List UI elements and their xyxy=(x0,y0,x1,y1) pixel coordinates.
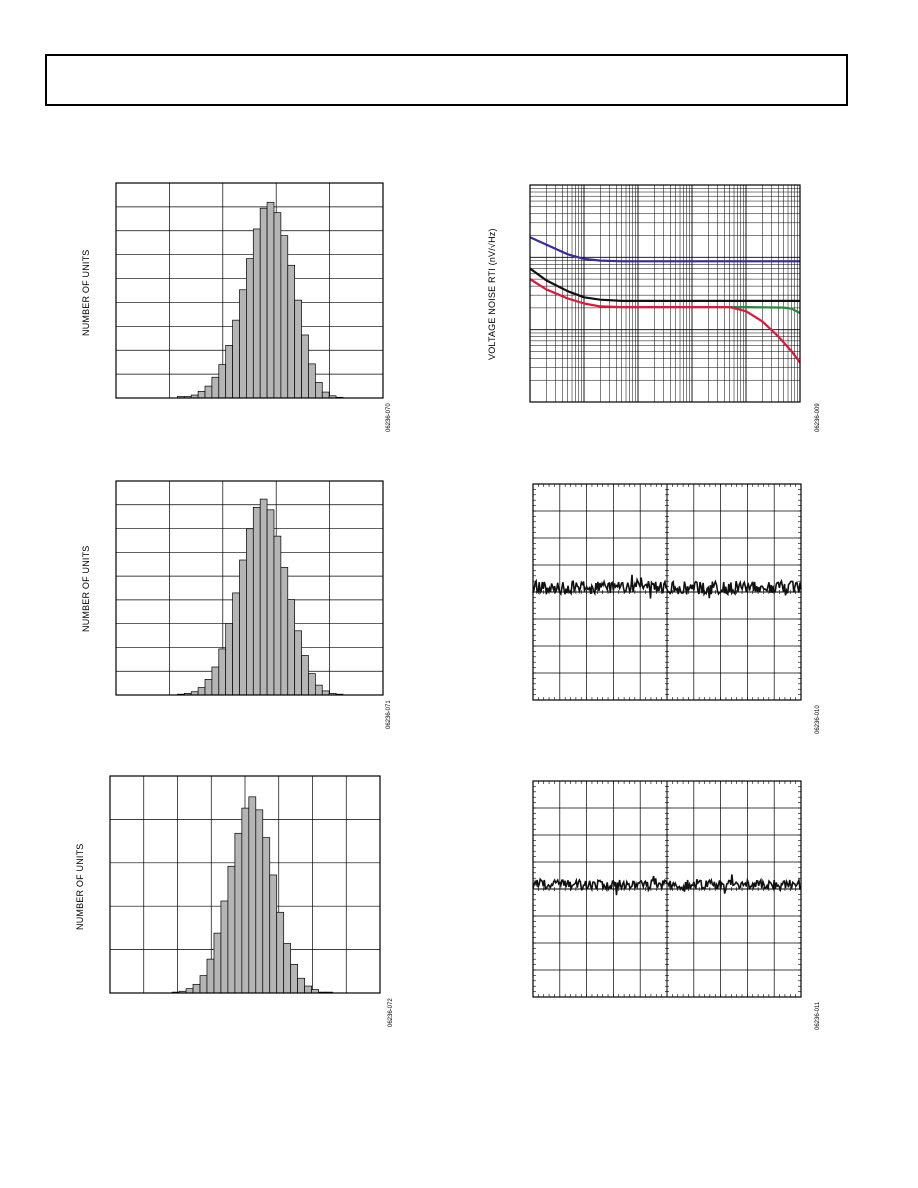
hist3-frame xyxy=(109,775,381,994)
hist1-bar-9 xyxy=(232,319,240,399)
hist1-bar-15 xyxy=(273,212,282,399)
hist2-bar-13 xyxy=(259,498,268,696)
noise-frame xyxy=(529,184,801,403)
noise-series-line-3 xyxy=(729,305,801,314)
timeplot1-figure-id: 06236-010 xyxy=(815,705,821,734)
hist2-bar-19 xyxy=(301,655,309,696)
noise-series-line-1 xyxy=(529,236,800,263)
hist3-bar-20 xyxy=(304,985,312,994)
hist1-bar-18 xyxy=(294,299,302,399)
timeplot2-noise-trace xyxy=(532,874,802,896)
timeplot2-figure-id: 06236-011 xyxy=(815,1001,821,1030)
time-domain-chart-1 xyxy=(532,483,802,701)
hist2-bar-15 xyxy=(273,535,282,696)
hist3-bar-4 xyxy=(192,983,201,994)
hist2-bar-6 xyxy=(211,666,220,696)
hist3-bar-3 xyxy=(185,988,194,994)
hist2-bar-10 xyxy=(239,559,247,696)
hist2-bar-22 xyxy=(321,690,330,696)
hist3-bar-14 xyxy=(262,837,271,994)
hist2-figure-id: 06236-071 xyxy=(386,700,392,729)
hist3-bar-7 xyxy=(213,932,222,994)
hist3-bar-15 xyxy=(269,874,278,994)
hist3-bar-12 xyxy=(248,796,257,994)
hist2-y-axis-label: NUMBER OF UNITS xyxy=(81,545,91,632)
hist2-bar-16 xyxy=(280,567,289,696)
hist3-y-axis-label: NUMBER OF UNITS xyxy=(75,843,85,930)
noise-figure-id: 06236-009 xyxy=(815,403,821,432)
page-header-box xyxy=(45,54,848,106)
hist1-bar-17 xyxy=(287,264,296,399)
hist2-bar-8 xyxy=(225,623,233,696)
hist1-bar-12 xyxy=(252,228,261,399)
hist3-bar-11 xyxy=(241,807,250,994)
hist3-bar-13 xyxy=(255,809,264,994)
hist3-bar-9 xyxy=(227,865,236,994)
hist2-bar-4 xyxy=(197,687,206,696)
histogram-chart-3 xyxy=(109,775,381,994)
hist2-frame xyxy=(115,480,384,696)
hist1-bar-20 xyxy=(308,363,316,399)
timeplot1-frame xyxy=(532,483,802,701)
hist3-bar-6 xyxy=(206,958,215,994)
noise-y-axis-label: VOLTAGE NOISE RTI (nV/√Hz) xyxy=(487,228,497,360)
noise-series-line-2 xyxy=(529,267,800,303)
hist2-bar-5 xyxy=(204,679,213,696)
hist1-bar-6 xyxy=(211,376,220,399)
hist1-bar-8 xyxy=(225,345,233,399)
hist1-y-axis-label: NUMBER OF UNITS xyxy=(81,249,91,336)
noise-series-line-4 xyxy=(529,278,801,364)
histogram-chart-1 xyxy=(115,182,384,399)
hist2-bar-11 xyxy=(246,528,254,696)
timeplot2-frame xyxy=(532,780,802,998)
hist1-bar-5 xyxy=(204,385,213,399)
hist2-bar-9 xyxy=(232,592,240,696)
hist3-bar-10 xyxy=(234,832,243,994)
hist1-bar-4 xyxy=(197,390,206,399)
hist1-bar-13 xyxy=(259,207,268,399)
hist2-bar-7 xyxy=(218,648,227,696)
hist1-figure-id: 06236-070 xyxy=(386,403,392,432)
hist3-bar-16 xyxy=(276,911,285,994)
hist3-figure-id: 06236-072 xyxy=(388,998,394,1027)
hist3-bar-17 xyxy=(283,943,292,994)
hist1-bar-14 xyxy=(266,201,275,399)
hist1-bar-10 xyxy=(239,289,247,399)
time-domain-chart-2 xyxy=(532,780,802,998)
hist3-bar-18 xyxy=(290,964,299,994)
hist3-bar-5 xyxy=(199,975,208,994)
hist1-bar-22 xyxy=(321,391,330,399)
hist2-bar-14 xyxy=(266,509,275,696)
voltage-noise-chart xyxy=(529,184,801,403)
hist1-bar-7 xyxy=(218,364,227,399)
hist1-bar-21 xyxy=(315,382,323,399)
timeplot1-noise-trace xyxy=(532,574,802,599)
hist2-bar-12 xyxy=(252,506,261,696)
hist2-bar-20 xyxy=(308,673,316,696)
hist3-bar-8 xyxy=(220,900,229,994)
hist3-bar-19 xyxy=(297,977,305,994)
histogram-chart-2 xyxy=(115,480,384,696)
hist1-bar-19 xyxy=(301,334,309,399)
hist1-bar-16 xyxy=(280,235,289,399)
hist1-bar-11 xyxy=(246,258,254,399)
hist2-bar-18 xyxy=(294,630,302,696)
hist2-bar-17 xyxy=(287,599,296,696)
hist1-frame xyxy=(115,182,384,399)
hist2-bar-21 xyxy=(315,684,323,696)
